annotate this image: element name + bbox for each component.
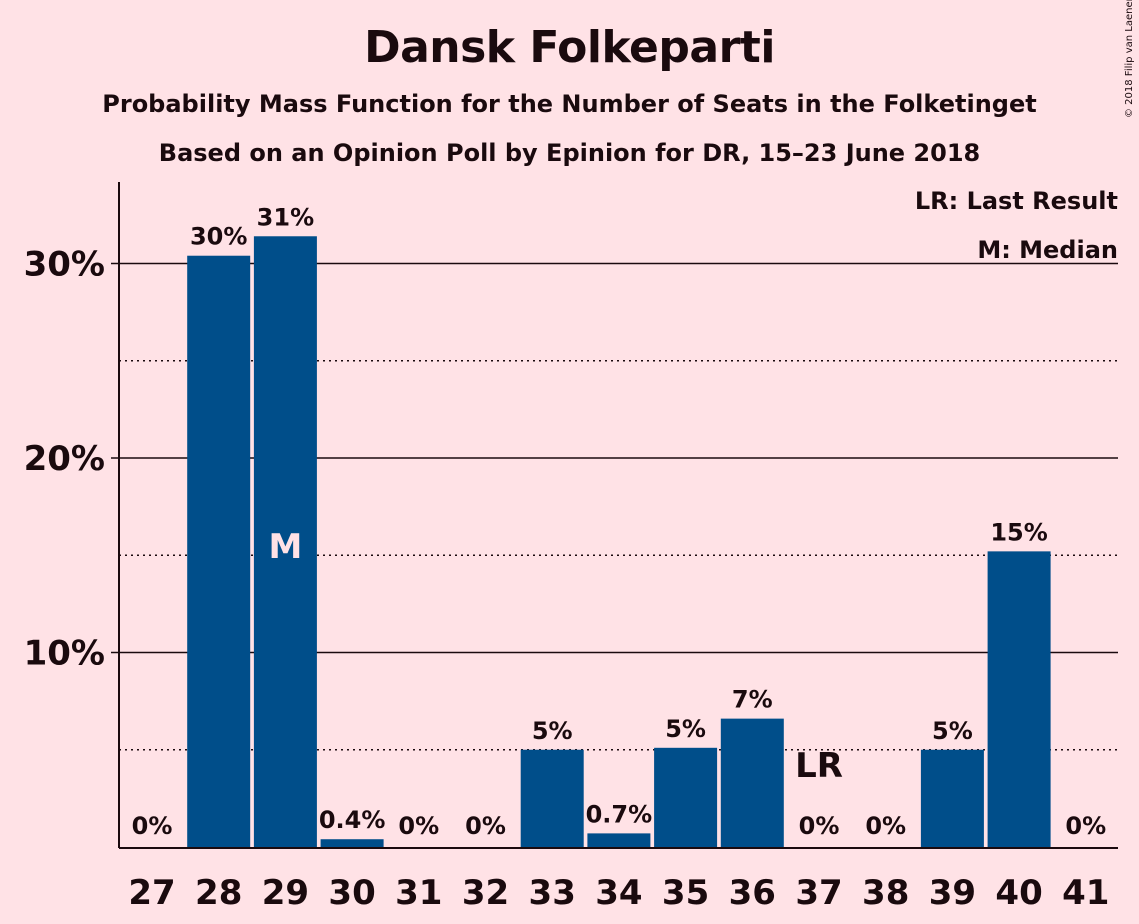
bar-39 [920, 749, 984, 847]
x-tick-label-38: 38 [862, 873, 909, 913]
x-tick-label-37: 37 [795, 873, 842, 913]
value-label-33: 5% [532, 717, 573, 745]
x-tick-label-35: 35 [662, 873, 709, 913]
chart-subtitle-source: Based on an Opinion Poll by Epinion for … [158, 139, 981, 167]
value-label-39: 5% [932, 717, 973, 745]
legend-median: M: Median [977, 236, 1118, 264]
x-tick-label-32: 32 [462, 873, 509, 913]
bar-33 [520, 749, 584, 847]
value-label-35: 5% [665, 715, 706, 743]
y-tick-label: 20% [24, 439, 105, 479]
y-tick-label: 30% [24, 245, 105, 285]
bar-29 [253, 236, 317, 847]
y-tick-label: 10% [24, 634, 105, 674]
bar-34 [587, 833, 651, 847]
chart-title: Dansk Folkeparti [364, 22, 775, 73]
x-tick-label-29: 29 [262, 873, 309, 913]
value-label-41: 0% [1065, 812, 1106, 840]
bar-35 [654, 747, 718, 847]
x-tick-label-33: 33 [529, 873, 576, 913]
bar-28 [187, 255, 251, 848]
value-label-30: 0.4% [319, 806, 386, 834]
bars [187, 236, 1051, 848]
chart-subtitle: Probability Mass Function for the Number… [102, 90, 1037, 118]
x-tick-label-30: 30 [328, 873, 375, 913]
value-label-31: 0% [398, 812, 439, 840]
x-tick-label-40: 40 [995, 873, 1042, 913]
value-label-34: 0.7% [586, 800, 653, 828]
value-label-27: 0% [132, 812, 173, 840]
x-tick-label-34: 34 [595, 873, 642, 913]
bar-40 [987, 551, 1051, 847]
value-labels: 0% 30% 31% M 0.4% 0% 0% 5% 0.7% 5% 7% 0% LR 0% 5% 15% 0% [132, 203, 1107, 840]
value-label-29: 31% [257, 203, 314, 231]
x-tick-label-27: 27 [128, 873, 175, 913]
value-label-38: 0% [865, 812, 906, 840]
value-label-36: 7% [732, 686, 773, 714]
x-tick-label-28: 28 [195, 873, 242, 913]
x-tick-label-36: 36 [729, 873, 776, 913]
x-tick-label-31: 31 [395, 873, 442, 913]
x-tick-label-41: 41 [1062, 873, 1109, 913]
value-label-40: 15% [990, 518, 1047, 546]
value-label-32: 0% [465, 812, 506, 840]
last-result-marker: LR [795, 746, 843, 786]
value-label-28: 30% [190, 223, 247, 251]
bar-30 [320, 839, 384, 847]
median-marker: M [268, 527, 302, 567]
bar-36 [720, 718, 784, 847]
legend-last-result: LR: Last Result [915, 187, 1118, 215]
value-label-37: 0% [799, 812, 840, 840]
axes: 10% 20% 30% 27 28 29 30 31 32 33 34 35 36 37 38 39 40 41 [24, 182, 1118, 913]
x-tick-label-39: 39 [929, 873, 976, 913]
